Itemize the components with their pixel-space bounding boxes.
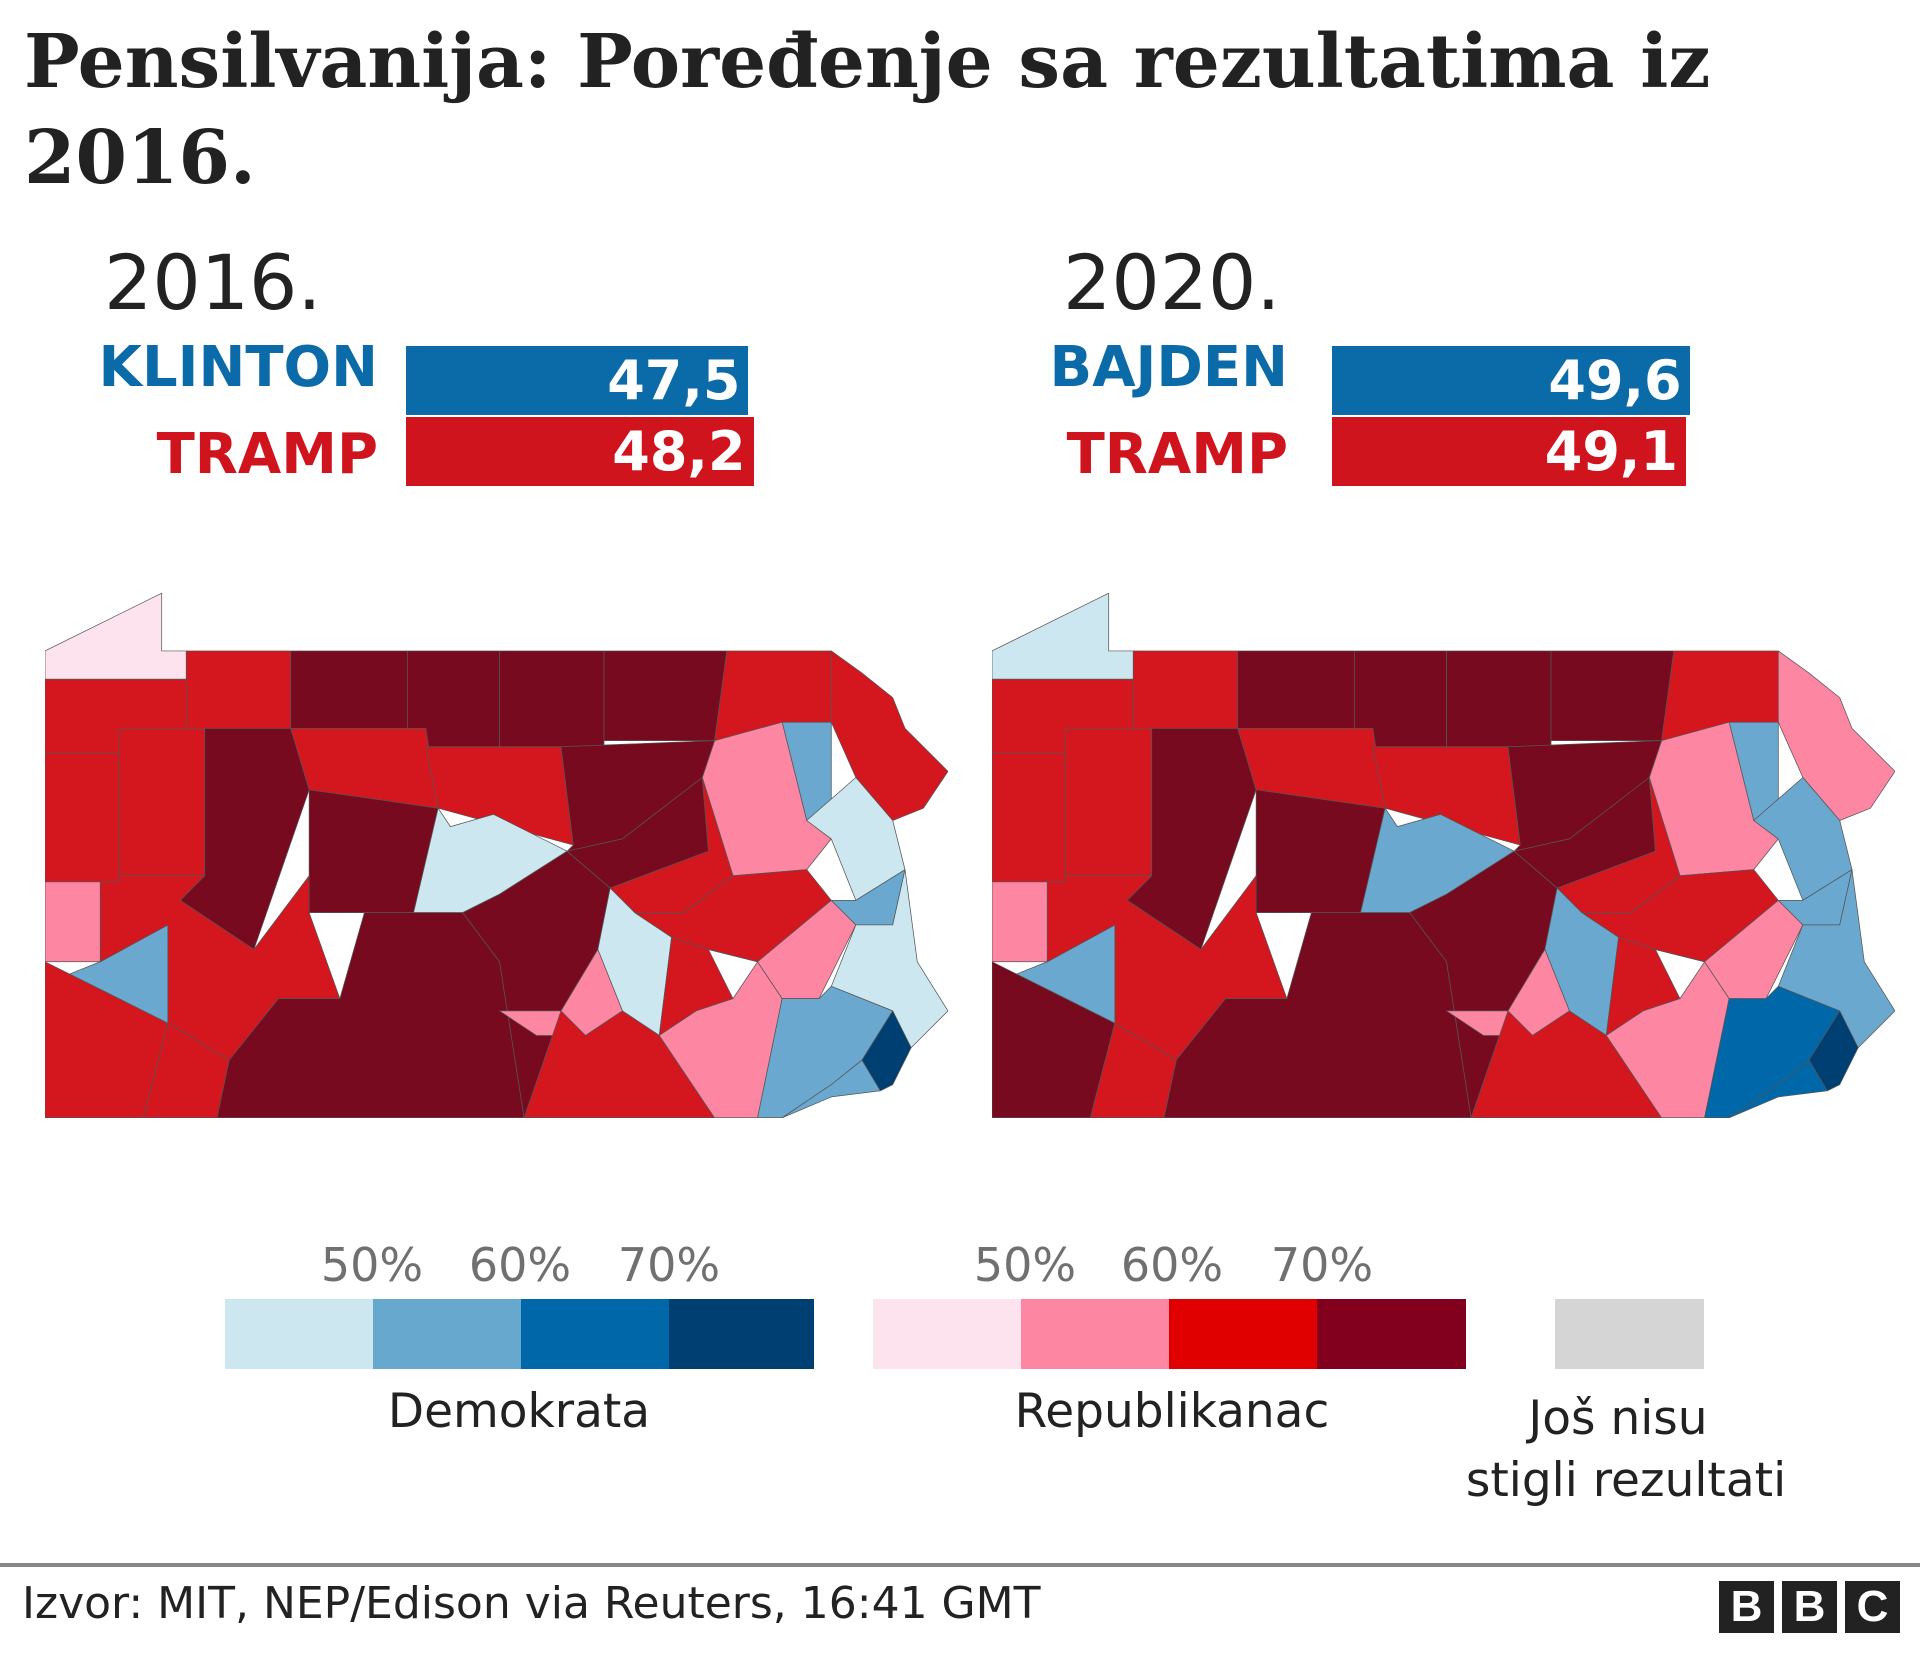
county-region	[708, 899, 857, 999]
rep-candidate-2020: TRAMP	[1066, 422, 1288, 487]
dem-bar-2020: 49,6	[1332, 346, 1690, 415]
legend-swatch-rep-4	[1317, 1299, 1466, 1369]
legend-swatch-dem-2	[373, 1299, 521, 1369]
legend-swatch-no-results	[1555, 1299, 1704, 1369]
county-region	[1550, 650, 1675, 741]
county-region	[1237, 650, 1355, 729]
legend-swatch-rep-3	[1169, 1299, 1317, 1369]
county-region	[1132, 650, 1239, 729]
year-2020-label: 2020.	[1063, 238, 1281, 327]
source-text: Izvor: MIT, NEP/Edison via Reuters, 16:4…	[22, 1578, 1041, 1629]
bbc-logo-b1: B	[1719, 1581, 1774, 1633]
legend-swatch-dem-3	[521, 1299, 669, 1369]
county-region	[603, 650, 728, 741]
legend-swatch-dem-4	[669, 1299, 814, 1369]
map-2016	[45, 593, 948, 1118]
county-region	[45, 881, 101, 963]
dem-tick-70: 70%	[617, 1238, 721, 1292]
legend-swatch-rep-1	[873, 1299, 1021, 1369]
dem-candidate-2016: KLINTON	[98, 335, 378, 400]
county-region	[118, 727, 206, 877]
rep-candidate-2016: TRAMP	[156, 422, 378, 487]
rep-tick-50: 50%	[973, 1238, 1077, 1292]
bbc-logo-c: C	[1845, 1581, 1900, 1633]
footer-divider	[0, 1563, 1920, 1567]
year-2016-label: 2016.	[104, 238, 322, 327]
map-2020	[992, 593, 1895, 1118]
rep-bar-2016: 48,2	[406, 417, 754, 486]
dem-tick-60: 60%	[468, 1238, 572, 1292]
legend-rep-label: Republikanac	[1014, 1384, 1330, 1439]
county-region	[992, 752, 1067, 883]
county-region	[1777, 650, 1895, 821]
page-title: Pensilvanija: Poređenje sa rezultatima i…	[24, 19, 1711, 201]
bbc-logo-b2: B	[1782, 1581, 1837, 1633]
bbc-logo: B B C	[1719, 1581, 1900, 1633]
county-region	[1446, 650, 1552, 748]
county-region	[185, 650, 292, 729]
county-region	[861, 1010, 912, 1092]
dem-bar-2016: 47,5	[406, 346, 749, 415]
rep-tick-60: 60%	[1120, 1238, 1224, 1292]
county-region	[499, 650, 605, 748]
county-region	[45, 752, 120, 883]
county-region	[992, 593, 1134, 680]
legend-no-results-label-2: stigli rezultati	[1465, 1453, 1787, 1508]
legend-swatch-rep-2	[1021, 1299, 1169, 1369]
rep-tick-70: 70%	[1270, 1238, 1374, 1292]
county-region	[1808, 1010, 1859, 1092]
legend-dem-label: Demokrata	[387, 1384, 651, 1439]
county-region	[992, 881, 1048, 963]
county-region	[1065, 727, 1153, 877]
county-region	[1655, 899, 1804, 999]
rep-bar-2020: 49,1	[1332, 417, 1686, 486]
county-region	[290, 650, 408, 729]
county-region	[830, 650, 948, 821]
dem-tick-50: 50%	[320, 1238, 424, 1292]
dem-candidate-2020: BAJDEN	[1049, 335, 1288, 400]
legend-swatch-dem-1	[225, 1299, 373, 1369]
county-region	[45, 593, 187, 680]
legend-no-results-label-1: Još nisu	[1528, 1391, 1708, 1446]
